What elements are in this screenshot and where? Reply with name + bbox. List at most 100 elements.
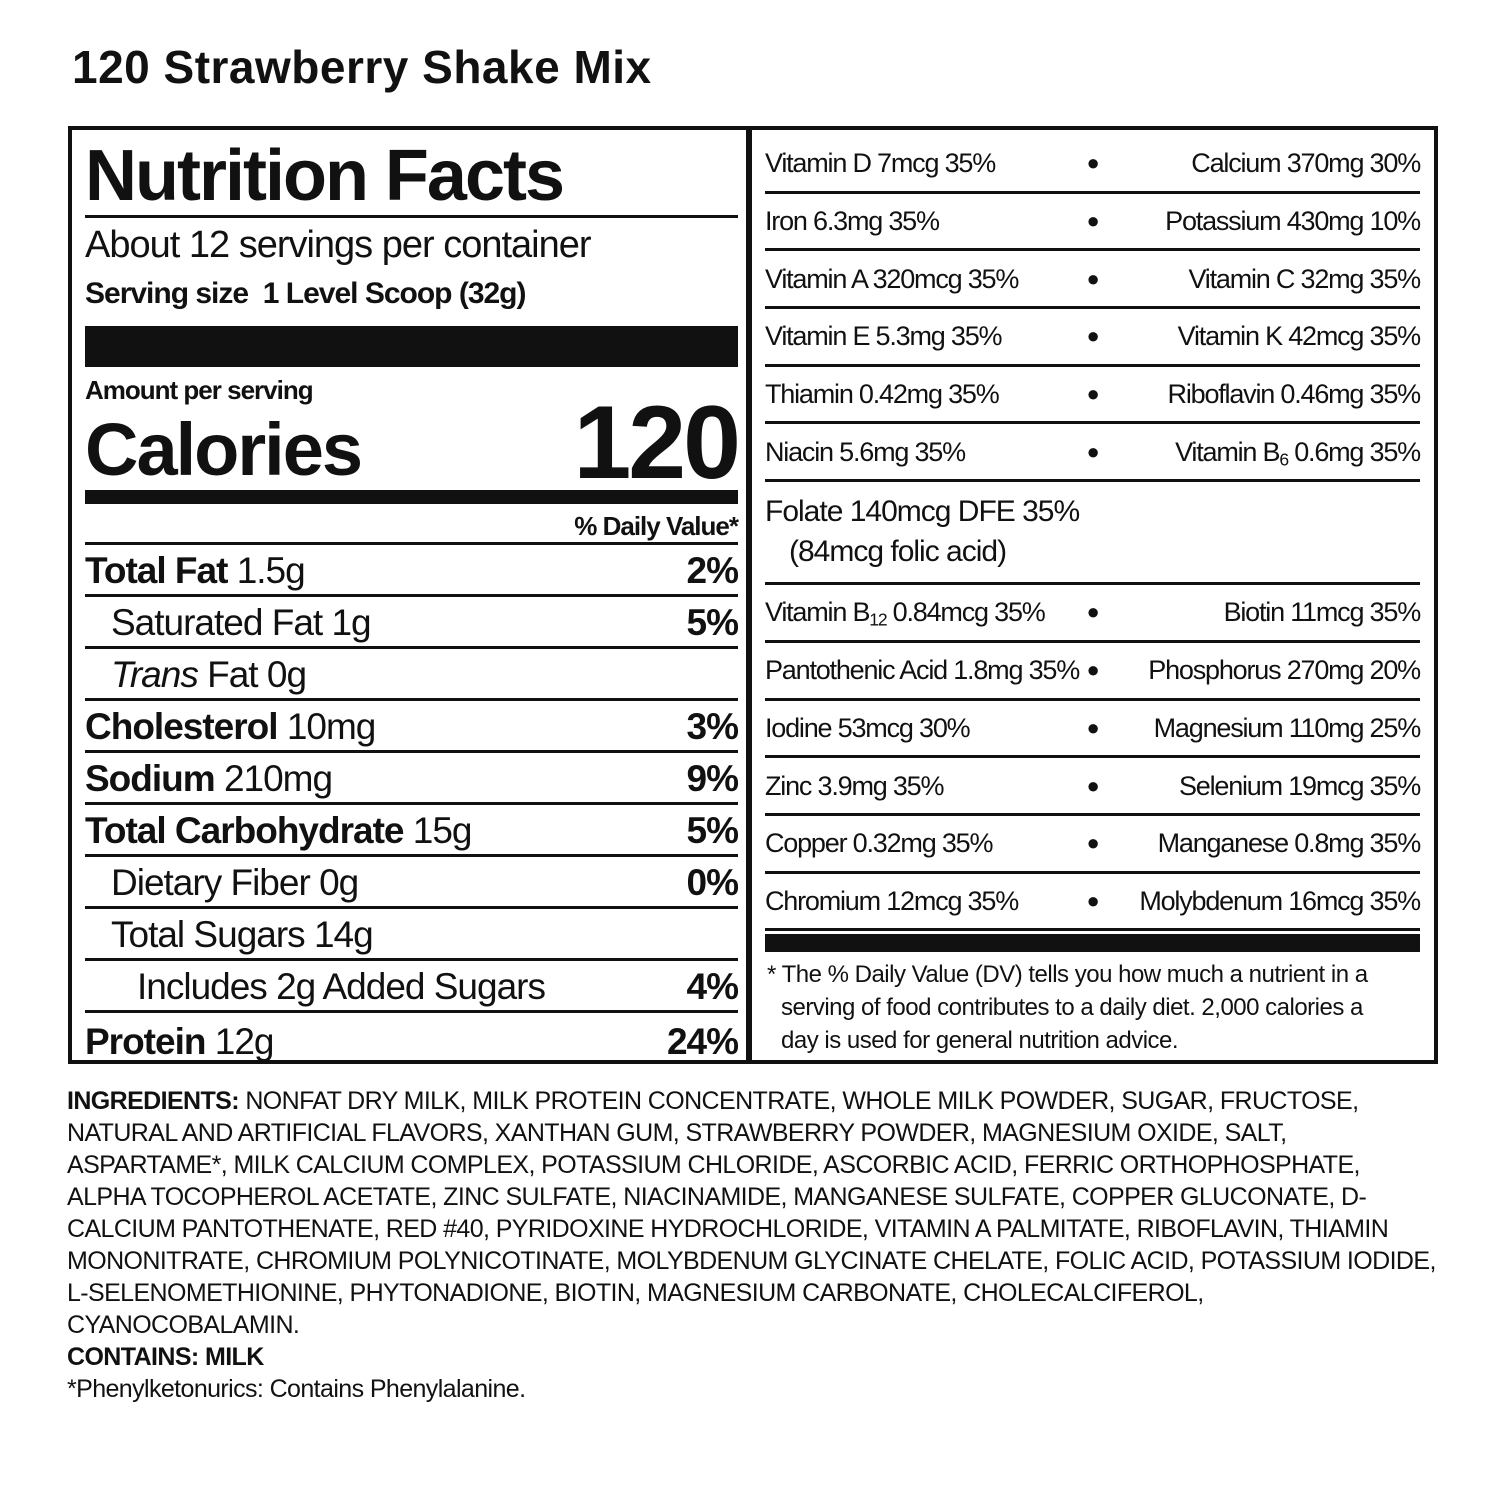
- daily-value-percent: 5%: [686, 810, 739, 851]
- ingredients-label: INGREDIENTS:: [67, 1087, 240, 1115]
- ingredients-text: INGREDIENTS: NONFAT DRY MILK, MILK PROTE…: [67, 1085, 1437, 1341]
- nutrient-label: Trans: [111, 654, 199, 695]
- vitamin-mineral-entry: Zinc 3.9mg 35%: [765, 770, 944, 801]
- serving-size-label: Serving size: [85, 277, 249, 310]
- footnote-line: * The % Daily Value (DV) tells you how m…: [767, 961, 1368, 989]
- nutrient-amount: 15g: [412, 810, 473, 851]
- serving-size-value: 1 Level Scoop (32g): [262, 277, 527, 310]
- vitamin-mineral-entry: Vitamin K 42mcg 35%: [1177, 321, 1422, 352]
- subscript: 12: [869, 609, 887, 630]
- vitamin-mineral-row: Pantothenic Acid 1.8mg 35% ● Phosphorus 27…: [765, 643, 1421, 701]
- nutrient-label: Total Carbohydrate: [85, 810, 404, 851]
- amount-per-serving: Amount per serving: [85, 375, 314, 405]
- nutrient-amount: 1g: [331, 602, 371, 643]
- nutrient-row: Dietary Fiber 0g 0%: [85, 857, 739, 909]
- daily-value-percent: 3%: [686, 706, 739, 747]
- nutrient-row: Includes 2g Added Sugars 4%: [85, 961, 739, 1013]
- calories-label: Calories: [85, 408, 363, 491]
- bullet-icon: ●: [1086, 714, 1099, 740]
- bullet-icon: ●: [1086, 599, 1099, 625]
- serving-size: Serving size 1 Level Scoop (32g): [85, 272, 738, 320]
- ingredients-list: NONFAT DRY MILK, MILK PROTEIN CONCENTRAT…: [67, 1087, 1436, 1339]
- footnote-line: day is used for general nutrition advice…: [781, 1027, 1179, 1055]
- entry-text: Vitamin B: [765, 597, 870, 628]
- nutrient-label: Total Fat: [85, 550, 228, 591]
- nutrient-row: Saturated Fat 1g 5%: [85, 597, 739, 649]
- nutrient-name: Total Sugars 14g: [85, 912, 374, 958]
- vitamin-mineral-row: Vitamin E 5.3mg 35% ● Vitamin K 42mcg 35%: [765, 309, 1422, 367]
- vitamin-mineral-entry: Vitamin C 32mg 35%: [1188, 263, 1421, 294]
- bullet-icon: ●: [1086, 150, 1099, 176]
- vitamin-mineral-entry: Chromium 12mcg 35%: [765, 885, 1019, 916]
- vitamin-mineral-row: Niacin 5.6mg 35% ● Vitamin B6 0.6mg 35%: [765, 424, 1421, 483]
- nutrient-label: Sodium: [85, 758, 216, 799]
- nutrient-name: Trans Fat 0g: [85, 652, 307, 698]
- nutrient-amount: 0g: [319, 862, 359, 903]
- daily-value-percent: 5%: [686, 602, 739, 643]
- subscript: 6: [1279, 449, 1289, 470]
- vitamin-mineral-entry: Biotin 11mcg 35%: [1223, 597, 1422, 628]
- daily-value-percent: 0%: [686, 862, 739, 903]
- bullet-icon: ●: [1086, 887, 1099, 913]
- thick-divider: [85, 490, 738, 504]
- nutrient-name: Protein 12g: [85, 1019, 274, 1065]
- nutrient-label: Saturated Fat: [111, 602, 323, 643]
- vitamin-mineral-entry: Vitamin B6 0.6mg 35%: [1105, 436, 1421, 470]
- bullet-icon: ●: [1086, 265, 1099, 291]
- nutrient-row: Protein 12g 24%: [85, 1013, 739, 1065]
- nutrition-label-box: [68, 126, 1438, 1064]
- nutrient-label: Dietary Fiber: [111, 862, 311, 903]
- vitamin-mineral-row: Thiamin 0.42mg 35% ● Riboflavin 0.46mg 35%: [765, 367, 1422, 425]
- vitamin-mineral-entry: Manganese 0.8mg 35%: [1157, 828, 1422, 859]
- folate-text: Folate 140mcg DFE 35%: [765, 495, 1080, 529]
- vitamin-mineral-entry: Thiamin 0.42mg 35%: [765, 379, 1000, 410]
- vitamin-mineral-entry: Vitamin D 7mcg 35%: [765, 148, 996, 179]
- folic-acid-text: (84mcg folic acid): [789, 535, 1007, 569]
- nutrient-row: Total Sugars 14g: [85, 909, 738, 961]
- vitamins-minerals-panel: Vitamin D 7mcg 35% ● Calcium 370mg 30% Iron…: [765, 136, 1422, 1057]
- bullet-icon: ●: [1086, 657, 1099, 683]
- nutrient-label: Protein: [85, 1021, 206, 1062]
- nutrient-label: Total Sugars: [111, 914, 306, 955]
- footnote-line: serving of food contributes to a daily d…: [781, 994, 1363, 1022]
- daily-value-percent: 24%: [666, 1021, 739, 1062]
- bullet-icon: ●: [1086, 381, 1099, 407]
- pku-warning: *Phenylketonurics: Contains Phenylalanin…: [67, 1375, 526, 1403]
- bullet-icon: ●: [1086, 438, 1099, 464]
- nutrient-row: Sodium 210mg 9%: [85, 753, 739, 805]
- daily-value-percent: 9%: [686, 758, 739, 799]
- entry-text: Vitamin B: [1175, 436, 1280, 467]
- nutrient-amount: 14g: [313, 914, 374, 955]
- vitamin-mineral-entry: Riboflavin 0.46mg 35%: [1167, 379, 1422, 410]
- nutrient-amount: 10mg: [286, 706, 377, 747]
- panel-divider: [746, 126, 752, 1064]
- nutrient-name: Saturated Fat 1g: [85, 600, 372, 646]
- calories-value: 120: [573, 385, 741, 501]
- nutrient-amount: 210mg: [223, 758, 333, 799]
- vitamin-mineral-row: Copper 0.32mg 35% ● Manganese 0.8mg 35%: [765, 816, 1422, 874]
- vitamin-mineral-row: Zinc 3.9mg 35% ● Selenium 19mcg 35%: [765, 758, 1421, 816]
- calories-row: Calories 120: [85, 391, 741, 495]
- vitamin-mineral-row: Iron 6.3mg 35% ● Potassium 430mg 10%: [765, 194, 1421, 252]
- nutrition-facts-panel: Nutrition Facts About 12 servings per co…: [85, 136, 741, 1065]
- vitamin-mineral-row: Vitamin D 7mcg 35% ● Calcium 370mg 30%: [765, 136, 1421, 194]
- nutrient-row: Total Fat 1.5g 2%: [85, 545, 739, 597]
- nutrient-name: Cholesterol 10mg: [85, 704, 377, 750]
- nutrient-name: Sodium 210mg: [85, 756, 333, 802]
- ingredients-section: INGREDIENTS: NONFAT DRY MILK, MILK PROTE…: [67, 1085, 1437, 1405]
- entry-text: 0.6mg 35%: [1287, 436, 1421, 467]
- folate-row: Folate 140mcg DFE 35% (84mcg folic acid): [765, 482, 1420, 586]
- bullet-icon: ●: [1086, 772, 1099, 798]
- vitamin-mineral-entry: Potassium 430mg 10%: [1165, 206, 1421, 237]
- thick-divider: [765, 934, 1420, 953]
- nutrient-label: Includes 2g Added Sugars: [137, 966, 546, 1007]
- entry-text: 0.84mcg 35%: [886, 597, 1046, 628]
- nutrient-amount: 1.5g: [236, 550, 306, 591]
- vitamin-mineral-entry: Phosphorus 270mg 20%: [1148, 655, 1421, 686]
- nutrient-name: Total Fat 1.5g: [85, 548, 306, 594]
- servings-per-container: About 12 servings per container: [85, 224, 592, 266]
- vitamin-mineral-entry: Vitamin E 5.3mg 35%: [765, 321, 1003, 352]
- nutrient-name: Total Carbohydrate 15g: [85, 808, 473, 854]
- nutrient-name: Dietary Fiber 0g: [85, 860, 359, 906]
- nutrient-row: Total Carbohydrate 15g 5%: [85, 805, 739, 857]
